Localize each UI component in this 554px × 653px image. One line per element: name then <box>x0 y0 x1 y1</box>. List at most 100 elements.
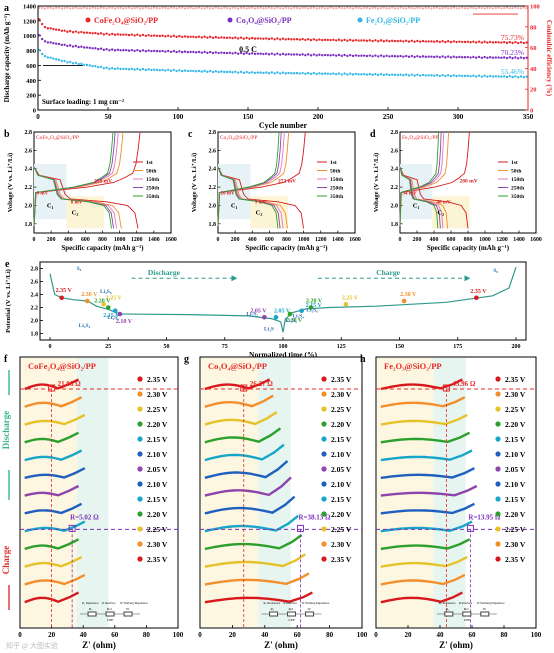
capacity-point <box>354 38 357 42</box>
eis-legend-label: 2.30 V <box>147 390 168 399</box>
capacity-point <box>430 40 433 43</box>
capacity-point <box>517 41 520 45</box>
capacity-point <box>211 70 215 74</box>
nyquist-curve <box>380 467 475 479</box>
capacity-point <box>125 33 128 36</box>
capacity-point <box>332 38 335 42</box>
x-tick-label: 0 <box>33 237 36 243</box>
capacity-point <box>455 74 458 78</box>
ce-point <box>209 7 212 10</box>
circuit-region-2: R Interface <box>459 601 473 605</box>
x-tick-label: 80 <box>501 631 509 639</box>
capacity-point <box>111 48 114 51</box>
capacity-point <box>178 69 181 72</box>
capacity-point <box>91 64 94 68</box>
capacity-point <box>466 55 469 59</box>
discharge-arrow-label: Discharge <box>148 268 181 277</box>
capacity-point <box>469 56 472 59</box>
capacity-point <box>97 32 100 36</box>
capacity-point <box>220 70 223 73</box>
voltage-point <box>273 314 279 320</box>
capacity-point <box>461 40 464 44</box>
capacity-point <box>441 73 444 77</box>
eis-legend-marker <box>321 391 327 397</box>
capacity-point <box>315 54 318 57</box>
capacity-point <box>136 33 139 36</box>
capacity-point <box>365 73 369 76</box>
nyquist-curve <box>204 495 296 515</box>
capacity-point <box>164 35 167 38</box>
panel-inner-title: Co₃O₄@SiO₂/PP <box>208 361 267 371</box>
capacity-point <box>452 55 455 58</box>
capacity-point <box>237 71 240 74</box>
capacity-point <box>475 75 478 78</box>
capacity-point <box>183 69 187 72</box>
y-tick-label: 2.2 <box>391 185 399 191</box>
capacity-point <box>360 54 363 57</box>
capacity-point <box>438 74 441 78</box>
y-tick-label: 2.0 <box>391 203 399 209</box>
capacity-point <box>449 74 453 78</box>
voltage-point <box>287 311 293 317</box>
x-tick-label: 600 <box>81 237 90 243</box>
capacity-point <box>304 72 307 75</box>
capacity-point <box>407 40 411 43</box>
circuit-r0 <box>269 611 279 617</box>
circuit-label-cpe: CPE <box>464 618 470 622</box>
capacity-point <box>410 39 413 42</box>
capacity-point <box>489 56 492 59</box>
ce-point <box>265 7 268 10</box>
ce-point <box>335 7 338 10</box>
capacity-point <box>49 56 52 59</box>
ce-point <box>175 7 178 10</box>
ce-point <box>307 7 310 10</box>
x-tick-label: 1600 <box>349 237 361 243</box>
ce-point <box>449 7 453 10</box>
capacity-point <box>153 34 156 37</box>
circuit-region-1: R₀ Resistance <box>439 601 456 605</box>
eis-legend-label: 2.20 V <box>147 510 168 519</box>
capacity-point <box>186 50 189 54</box>
capacity-point <box>248 71 251 75</box>
capacity-point <box>69 60 72 64</box>
ce-point <box>491 7 495 10</box>
capacity-point <box>186 69 189 73</box>
ce-point <box>284 6 287 9</box>
x-tick-label: 60 <box>294 631 302 639</box>
capacity-point <box>486 75 489 78</box>
capacity-point <box>340 54 343 58</box>
panel-inner-title: CoFe₂O₄@SiO₂/PP <box>36 135 79 141</box>
ce-point <box>41 6 44 10</box>
overpotential-label-2: 46 mV <box>437 201 451 206</box>
voltage-point-label: 2.30 V <box>400 292 417 298</box>
capacity-point <box>175 69 178 73</box>
y-tick-label: 2.4 <box>25 167 33 173</box>
capacity-point <box>105 48 108 51</box>
capacity-point <box>312 38 315 41</box>
capacity-point <box>295 71 299 75</box>
eis-legend-label: 2.35 V <box>505 555 526 564</box>
eis-legend-label: 2.35 V <box>147 375 168 384</box>
ce-point <box>349 6 352 10</box>
capacity-point <box>323 38 327 42</box>
ce-point <box>136 6 139 9</box>
voltage-point <box>474 295 479 301</box>
capacity-point <box>99 32 103 35</box>
capacity-point <box>136 67 139 71</box>
capacity-point <box>393 55 397 58</box>
ce-point <box>374 6 377 9</box>
nyquist-curve <box>380 484 478 497</box>
ce-point <box>505 6 509 9</box>
y2-tick-label: 40 <box>530 66 537 73</box>
capacity-point <box>172 68 175 72</box>
capacity-point <box>133 68 136 71</box>
capacity-point <box>52 27 55 31</box>
capacity-point <box>77 31 80 34</box>
ce-point <box>251 6 254 9</box>
capacity-point <box>357 39 360 42</box>
capacity-point <box>435 74 439 77</box>
capacity-point <box>217 36 220 39</box>
capacity-point <box>374 39 377 42</box>
eis-legend-label: 2.35 V <box>505 375 526 384</box>
capacity-point <box>119 67 122 71</box>
